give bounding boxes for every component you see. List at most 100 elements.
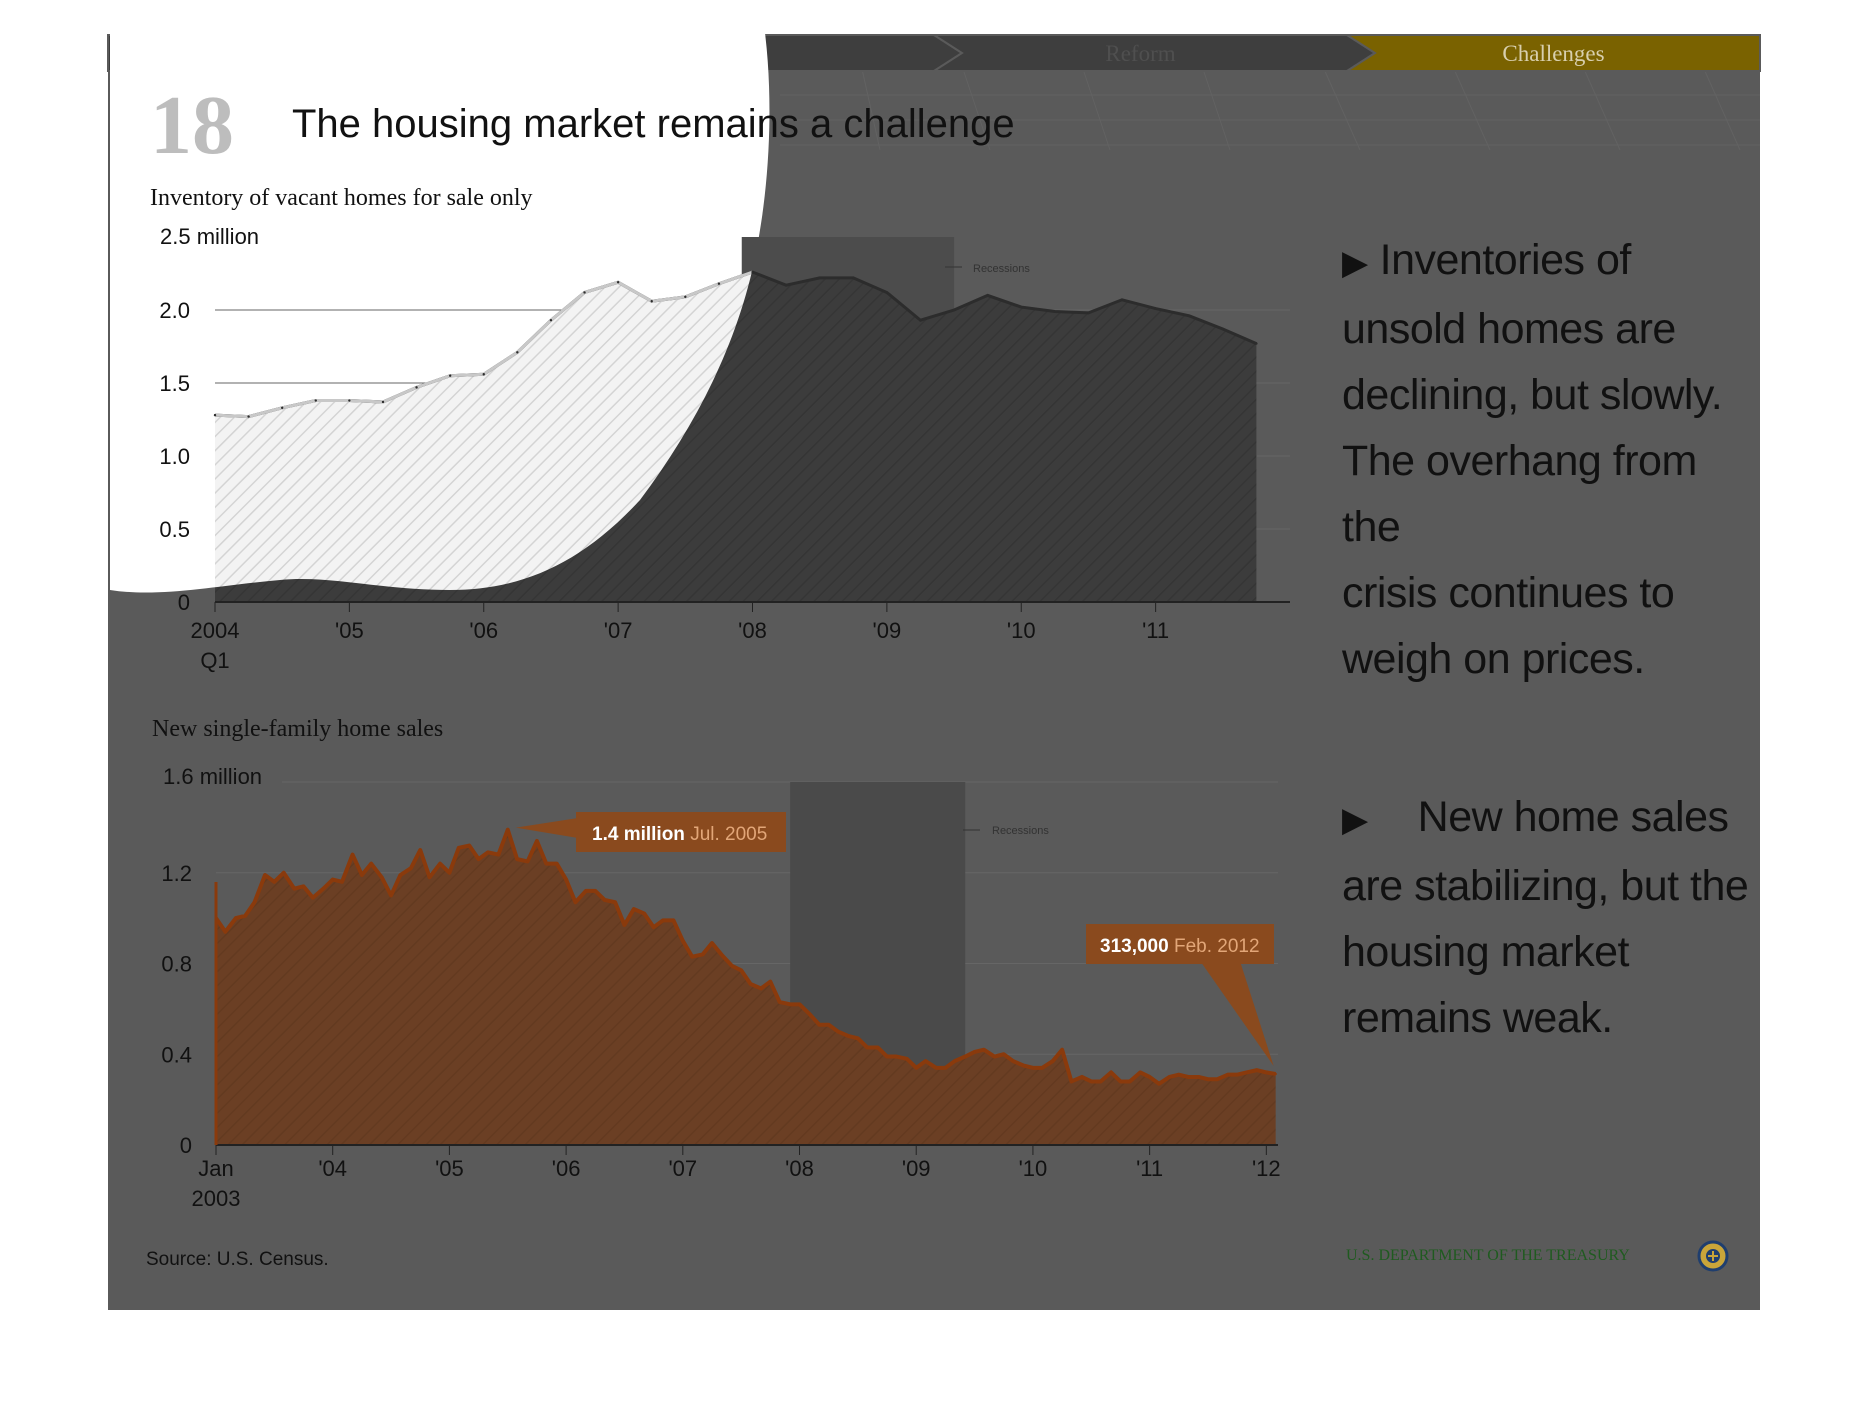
sales-point [545,862,548,865]
tab-challenges[interactable] [1343,34,1761,72]
y-tick-label: 0.4 [161,1042,192,1067]
inventory-point [381,400,385,404]
sales-point [759,987,763,990]
x-tick-label: '12 [1252,1156,1281,1181]
inventory-point [482,373,485,376]
sales-point [1274,1072,1277,1076]
inventory-point [952,308,956,312]
bullet-sales-line: are stabilizing, but the [1342,853,1762,919]
inventory-point [1255,342,1258,345]
sales-point [370,862,373,865]
inventory-point [784,283,788,287]
sales-point [331,878,334,881]
sales-point [856,1037,860,1040]
slide-number: 18 [150,79,234,172]
sales-point [360,873,364,877]
bullet-inventory-text: declining, but slowly. [1342,371,1723,419]
sales-point [1216,1078,1219,1081]
bullet-inventory-text: The overhang from the [1342,437,1697,551]
inventory-point [650,300,653,303]
bullet-sales-line: housing market [1342,919,1762,985]
sales-point [701,953,704,956]
x-tick-label: '05 [435,1156,464,1181]
x-tick-label: '07 [604,618,633,643]
sales-point [982,1048,986,1051]
latest-callout-label: 313,000 Feb. 2012 [1100,936,1260,957]
bullet-inventory-line: unsold homes are [1342,296,1762,362]
inventory-point [1221,327,1225,331]
sales-point [973,1050,976,1054]
sales-point [1031,1066,1035,1070]
sales-point [1128,1080,1131,1083]
x-tick-label: Q1 [200,648,229,673]
sales-point [564,878,568,881]
x-tick-label: '04 [318,1156,347,1181]
sales-point [652,926,655,929]
sales-point [477,857,480,861]
sales-point [769,980,772,983]
sales-point [778,1000,781,1004]
bullet-marker-icon: ▶ [1342,801,1368,839]
y-tick-label: 1.2 [161,861,192,886]
sales-area [216,829,1276,1145]
sales-point [486,851,490,854]
bullet-sales-text: are stabilizing, but the [1342,862,1749,910]
bullet-inventory-line: declining, but slowly. [1342,362,1762,428]
sales-line [214,827,1277,1086]
sales-point [351,853,354,856]
y-tick-label: 2.0 [159,298,190,323]
sales-point [739,969,743,972]
sales-point [438,862,442,865]
sales-point [788,1003,792,1006]
bullet-inventory-line: weigh on prices. [1342,626,1762,692]
sales-point [885,1055,889,1058]
sales-point [643,912,646,915]
bullet-inventory-text: crisis continues to [1342,569,1675,617]
sales-point [836,1030,840,1033]
home-sales-chart: 0 0.4 0.8 1.2 Recessions Jan 2003 '04 '05 '06 '07 '… [161,781,1281,1211]
inventory-point [717,282,721,285]
tab-label: Reform [1105,41,1175,66]
sales-point [1226,1073,1230,1076]
tab-label: Challenges [1502,41,1604,66]
inventory-line-highlight [214,270,770,419]
sales-point [681,939,685,943]
callout-pointer [515,818,578,838]
sales-point [457,846,460,849]
sales-point [224,930,227,933]
sales-point [720,953,723,956]
inventory-point [516,351,519,354]
sales-point [1080,1075,1084,1079]
sales-point [876,1046,879,1049]
source-note: Source: U.S. Census. [146,1249,329,1270]
inventory-point [818,276,821,280]
sales-point [448,871,451,874]
bullet-sales-line: ▶ New home sales [1342,784,1762,853]
sales-point [253,901,256,904]
inventory-point [549,319,553,322]
x-tick-label: 2003 [192,1186,241,1211]
bullet-inventory: ▶ Inventories of unsold homes are declining… [1342,227,1762,692]
sales-point [623,923,626,927]
sales-point [710,941,714,945]
inventory-point [1020,305,1023,309]
x-tick-label: '08 [785,1156,814,1181]
inventory-point [348,399,351,402]
sales-point [672,919,675,922]
sales-point [399,873,402,877]
sales-point [234,916,238,920]
inventory-point [751,270,754,274]
inventory-point [616,281,620,284]
inventory-point [1087,311,1090,315]
sales-point [428,876,431,879]
peak-callout [576,812,786,852]
sales-point [905,1057,909,1060]
sales-point [1168,1075,1171,1079]
y-tick-label: 0.5 [159,517,190,542]
sales-point [409,867,413,870]
sales-point [953,1059,956,1063]
sales-point [535,839,539,843]
inventory-point [247,415,250,418]
sales-point [419,848,422,852]
sales-point [603,898,606,902]
